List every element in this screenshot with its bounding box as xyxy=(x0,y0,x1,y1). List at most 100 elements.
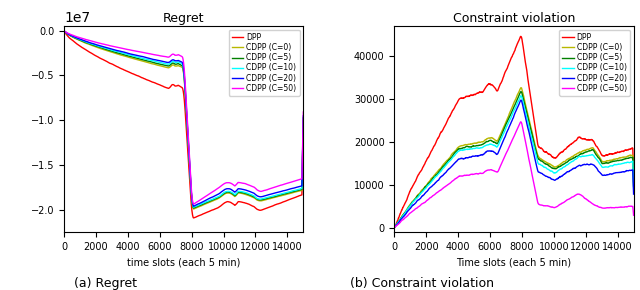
CDPP (C=50) xyxy=(79,37,86,40)
CDPP (C=0) xyxy=(409,200,417,203)
Text: (b) Constraint violation: (b) Constraint violation xyxy=(351,277,495,290)
CDPP (C=5) xyxy=(517,90,525,93)
CDPP (C=0) xyxy=(166,65,174,68)
CDPP (C=10) xyxy=(517,94,525,97)
CDPP (C=5) xyxy=(497,135,504,139)
CDPP (C=50) xyxy=(409,209,417,213)
DPP xyxy=(492,88,500,91)
CDPP (C=10) xyxy=(630,187,637,191)
CDPP (C=50) xyxy=(390,226,398,229)
Line: CDPP (C=50): CDPP (C=50) xyxy=(394,122,634,227)
CDPP (C=20) xyxy=(60,29,68,32)
CDPP (C=5) xyxy=(171,62,179,66)
CDPP (C=50) xyxy=(60,29,68,32)
CDPP (C=20) xyxy=(419,194,426,197)
CDPP (C=10) xyxy=(60,29,68,32)
CDPP (C=5) xyxy=(60,29,68,32)
CDPP (C=20) xyxy=(409,204,417,207)
CDPP (C=10) xyxy=(166,61,174,65)
CDPP (C=0) xyxy=(60,29,68,32)
CDPP (C=10) xyxy=(419,190,426,193)
CDPP (C=10) xyxy=(162,62,170,66)
CDPP (C=20) xyxy=(390,226,398,229)
CDPP (C=0) xyxy=(88,44,96,47)
X-axis label: Time slots (each 5 min): Time slots (each 5 min) xyxy=(456,257,572,267)
DPP xyxy=(88,52,96,55)
CDPP (C=50) xyxy=(88,39,96,43)
CDPP (C=10) xyxy=(492,144,500,148)
CDPP (C=50) xyxy=(517,120,525,124)
Legend: DPP, CDPP (C=0), CDPP (C=5), CDPP (C=10), CDPP (C=20), CDPP (C=50): DPP, CDPP (C=0), CDPP (C=5), CDPP (C=10)… xyxy=(559,30,630,96)
DPP xyxy=(166,85,174,88)
CDPP (C=5) xyxy=(492,141,500,145)
CDPP (C=0) xyxy=(390,225,398,229)
CDPP (C=5) xyxy=(390,226,398,229)
CDPP (C=5) xyxy=(501,125,509,128)
CDPP (C=20) xyxy=(171,59,179,62)
CDPP (C=20) xyxy=(196,201,204,205)
CDPP (C=50) xyxy=(300,110,307,114)
DPP xyxy=(196,213,204,217)
DPP xyxy=(171,84,179,88)
CDPP (C=50) xyxy=(497,164,504,167)
CDPP (C=50) xyxy=(492,170,500,173)
DPP xyxy=(390,226,398,229)
CDPP (C=50) xyxy=(166,54,174,58)
CDPP (C=50) xyxy=(171,53,179,57)
Line: CDPP (C=0): CDPP (C=0) xyxy=(394,88,634,227)
Line: DPP: DPP xyxy=(394,37,634,227)
CDPP (C=0) xyxy=(171,64,179,68)
CDPP (C=10) xyxy=(409,201,417,204)
CDPP (C=10) xyxy=(79,39,86,42)
CDPP (C=5) xyxy=(190,206,198,210)
CDPP (C=0) xyxy=(527,124,534,128)
Line: CDPP (C=5): CDPP (C=5) xyxy=(394,92,634,227)
CDPP (C=20) xyxy=(497,145,504,148)
CDPP (C=10) xyxy=(190,205,198,209)
CDPP (C=20) xyxy=(190,204,198,208)
DPP xyxy=(516,35,524,38)
CDPP (C=5) xyxy=(166,63,174,66)
DPP xyxy=(527,96,534,99)
CDPP (C=0) xyxy=(497,132,504,135)
Line: CDPP (C=0): CDPP (C=0) xyxy=(64,30,303,209)
CDPP (C=0) xyxy=(517,86,525,89)
CDPP (C=5) xyxy=(630,185,637,188)
CDPP (C=5) xyxy=(196,204,204,207)
CDPP (C=10) xyxy=(196,203,204,206)
Title: Constraint violation: Constraint violation xyxy=(452,12,575,25)
Line: CDPP (C=50): CDPP (C=50) xyxy=(64,30,303,204)
CDPP (C=20) xyxy=(88,42,96,45)
CDPP (C=10) xyxy=(171,61,179,64)
CDPP (C=10) xyxy=(390,225,398,229)
CDPP (C=5) xyxy=(88,43,96,47)
CDPP (C=10) xyxy=(501,128,509,132)
Line: CDPP (C=20): CDPP (C=20) xyxy=(64,30,303,206)
DPP xyxy=(60,29,68,32)
DPP xyxy=(79,46,86,50)
CDPP (C=0) xyxy=(501,122,509,126)
CDPP (C=20) xyxy=(630,192,637,196)
CDPP (C=0) xyxy=(79,40,86,44)
CDPP (C=50) xyxy=(419,202,426,205)
DPP xyxy=(497,82,504,85)
CDPP (C=10) xyxy=(497,138,504,141)
Legend: DPP, CDPP (C=0), CDPP (C=5), CDPP (C=10), CDPP (C=20), CDPP (C=50): DPP, CDPP (C=0), CDPP (C=5), CDPP (C=10)… xyxy=(228,30,300,96)
CDPP (C=20) xyxy=(162,60,170,64)
CDPP (C=50) xyxy=(190,202,198,206)
CDPP (C=50) xyxy=(501,154,509,157)
CDPP (C=20) xyxy=(300,114,307,117)
CDPP (C=5) xyxy=(162,64,170,67)
CDPP (C=0) xyxy=(492,139,500,142)
Text: (a) Regret: (a) Regret xyxy=(74,277,137,290)
CDPP (C=10) xyxy=(527,132,534,136)
CDPP (C=50) xyxy=(196,198,204,202)
Title: Regret: Regret xyxy=(163,12,204,25)
CDPP (C=20) xyxy=(501,135,509,139)
CDPP (C=5) xyxy=(419,189,426,193)
Line: CDPP (C=5): CDPP (C=5) xyxy=(64,30,303,208)
CDPP (C=0) xyxy=(630,184,637,187)
DPP xyxy=(409,184,417,188)
CDPP (C=0) xyxy=(300,117,307,120)
CDPP (C=0) xyxy=(162,66,170,69)
